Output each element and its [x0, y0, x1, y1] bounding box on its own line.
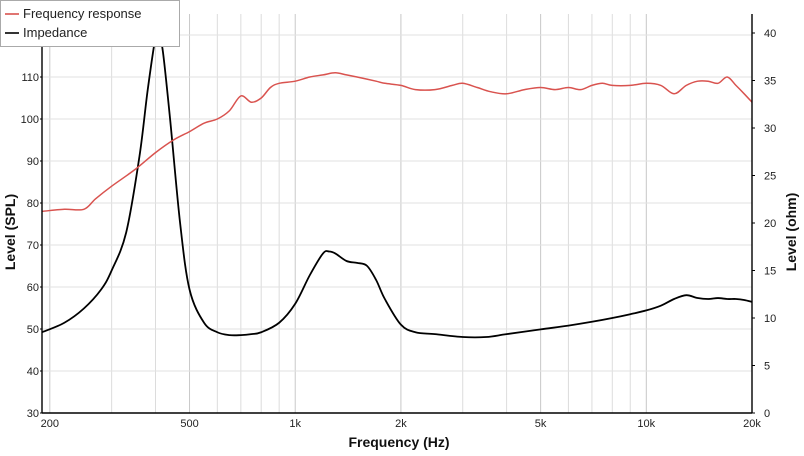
grid — [42, 14, 753, 414]
legend-box — [0, 0, 180, 47]
y-tick-label: 90 — [27, 156, 39, 168]
y-tick-label: 40 — [27, 366, 39, 378]
y2-tick-label: 15 — [764, 266, 776, 278]
y2-tick-label: 0 — [764, 408, 770, 420]
y2-tick-label: 25 — [764, 171, 776, 183]
y2-tick-label: 30 — [764, 123, 776, 135]
y-tick-label: 110 — [21, 72, 39, 84]
x-tick-label: 5k — [535, 418, 547, 430]
x-tick-label: 200 — [41, 418, 59, 430]
y2-tick-label: 5 — [764, 361, 770, 373]
y-tick-label: 100 — [21, 114, 39, 126]
y2-axis-label: Level (ohm) — [783, 193, 799, 272]
x-tick-label: 500 — [180, 418, 198, 430]
x-tick-label: 10k — [637, 418, 655, 430]
legend-label-frequency-response: Frequency response — [23, 6, 142, 21]
y2-tick-label: 40 — [764, 28, 776, 40]
plot-area — [41, 32, 753, 339]
axes — [40, 14, 755, 414]
series-line-impedance — [41, 32, 753, 339]
legend-label-impedance: Impedance — [23, 25, 87, 40]
y2-tick-label: 20 — [764, 218, 776, 230]
series-line-frequency-response — [41, 72, 753, 213]
tick-labels: 2005001k2k5k10k20k3040506070809010011012… — [21, 28, 777, 430]
y-tick-label: 60 — [27, 282, 39, 294]
y-tick-label: 50 — [27, 324, 39, 336]
y-axis-label: Level (SPL) — [2, 194, 18, 270]
y-tick-label: 30 — [27, 408, 39, 420]
y2-tick-label: 10 — [764, 313, 776, 325]
x-tick-label: 1k — [289, 418, 301, 430]
y2-tick-label: 35 — [764, 76, 776, 88]
x-axis-label: Frequency (Hz) — [348, 434, 449, 450]
y-tick-label: 70 — [27, 240, 39, 252]
x-tick-label: 2k — [395, 418, 407, 430]
y-tick-label: 80 — [27, 198, 39, 210]
x-tick-label: 20k — [743, 418, 761, 430]
legend: Frequency response Impedance — [0, 0, 180, 47]
